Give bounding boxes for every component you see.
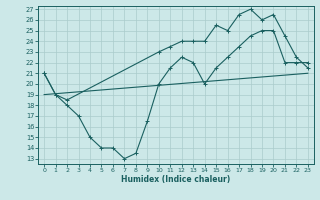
- X-axis label: Humidex (Indice chaleur): Humidex (Indice chaleur): [121, 175, 231, 184]
